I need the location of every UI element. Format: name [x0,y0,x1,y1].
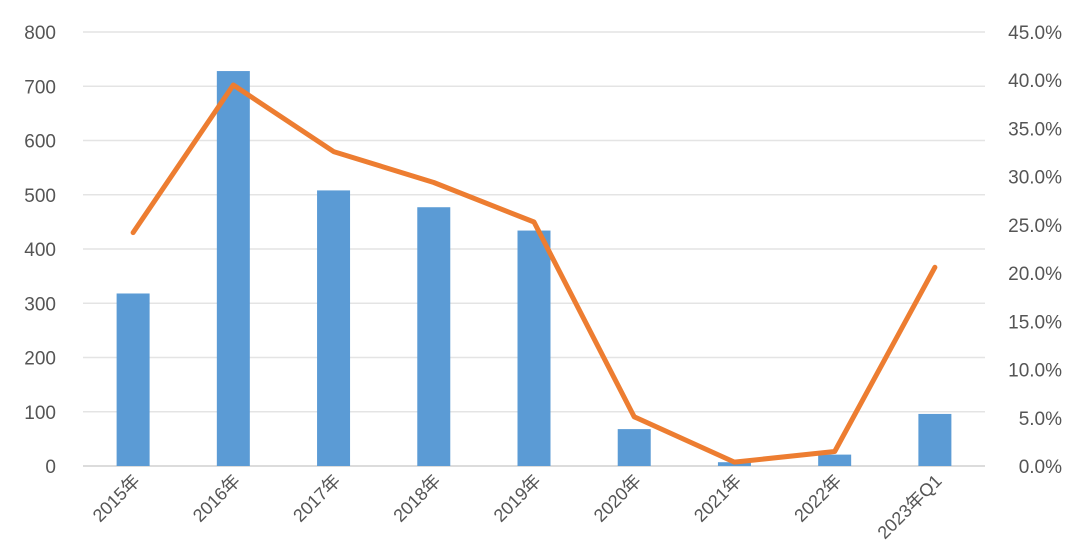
x-tick-label: 2019年 [490,471,545,526]
bar [317,190,351,466]
x-tick-label: 2022年 [790,471,845,526]
right-tick-label: 20.0% [1008,264,1062,285]
x-tick-label: 2015年 [89,471,144,526]
right-tick-label: 25.0% [1008,216,1062,237]
watermark: 大数跨境 [11,528,118,552]
line-series [130,82,938,465]
x-axis-ticks: 2015年 2016年 2017年 2018年 2019年 2020年 2021年 2022年… [89,471,946,543]
left-tick-label: 300 [24,294,56,315]
left-axis-ticks: 0 100 200 300 400 500 600 700 800 [24,23,56,478]
bar [417,207,451,467]
left-tick-label: 100 [24,403,56,424]
watermark-text: 大数跨境 [38,528,118,552]
right-tick-label: 30.0% [1008,168,1062,189]
x-tick-label: 2021年 [690,471,745,526]
bar [818,454,852,466]
bar-series [116,71,952,467]
left-tick-label: 800 [24,23,56,44]
left-tick-label: 400 [24,240,56,261]
left-tick-label: 200 [24,349,56,370]
right-tick-label: 15.0% [1008,312,1062,333]
right-tick-label: 35.0% [1008,119,1062,140]
x-tick-label: 2018年 [389,471,444,526]
right-tick-label: 45.0% [1008,23,1062,44]
x-tick-label: 2016年 [189,471,244,526]
bar [617,429,651,466]
x-tick-label: 2023年Q1 [874,471,946,543]
bar [116,293,150,466]
bar [918,413,952,466]
x-tick-label: 2020年 [590,471,645,526]
right-tick-label: 40.0% [1008,71,1062,92]
right-tick-label: 5.0% [1019,409,1062,430]
left-tick-label: 600 [24,132,56,153]
bar [517,230,551,466]
left-tick-label: 500 [24,186,56,207]
right-tick-label: 0.0% [1019,457,1062,478]
x-tick-label: 2017年 [289,471,344,526]
left-tick-label: 700 [24,77,56,98]
left-tick-label: 0 [45,457,56,478]
right-tick-label: 10.0% [1008,361,1062,382]
right-axis-ticks: 0.0% 5.0% 10.0% 15.0% 20.0% 25.0% 30.0% 35.0% 40… [1008,23,1062,478]
bar [216,71,250,466]
watermark-logo-icon [11,530,31,550]
line-path [130,82,938,465]
